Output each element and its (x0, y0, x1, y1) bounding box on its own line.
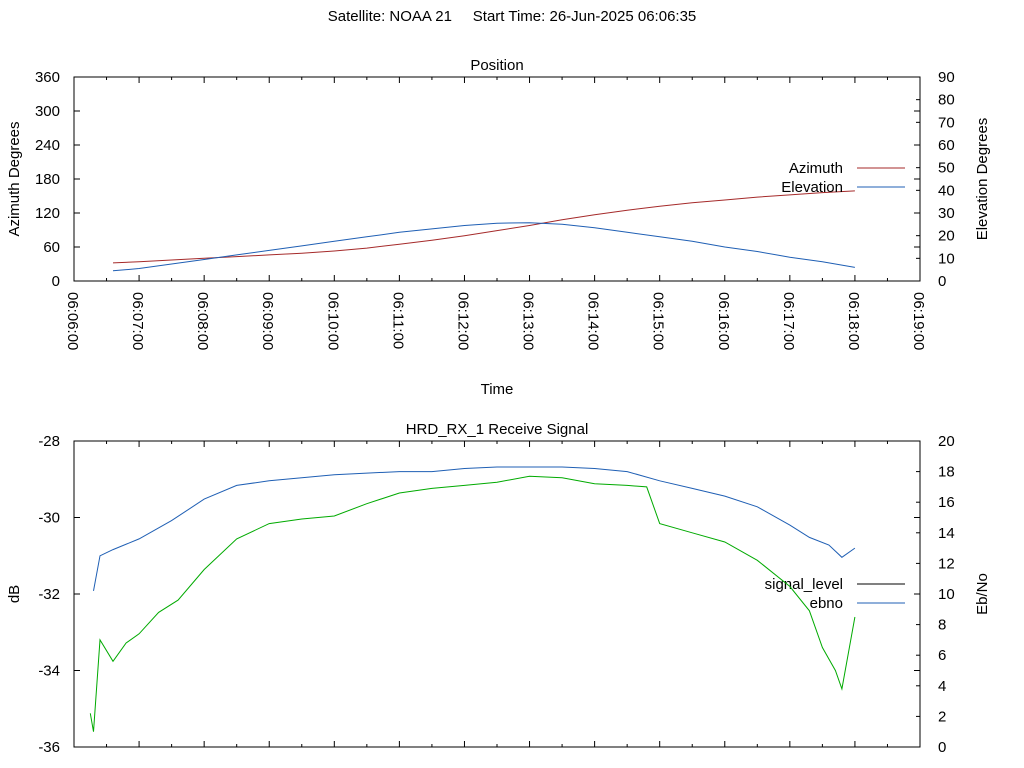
panel2-y2-tick-label: 16 (938, 494, 955, 511)
panel2-y2-tick-label: 12 (938, 555, 955, 572)
panel2-y-tick-label: -34 (38, 663, 60, 680)
panel1-y-tick-label: 240 (35, 137, 60, 154)
panel2-y-tick-label: -28 (38, 433, 60, 450)
panel1-y-tick-label: 180 (35, 171, 60, 188)
panel2-y-axis-label: dB (6, 585, 23, 603)
panel1-y2-tick-label: 80 (938, 92, 955, 109)
panel1-y2-axis-label: Elevation Degrees (974, 118, 991, 241)
panel2-legend-label-signal_level: signal_level (765, 576, 843, 593)
panel1-x-tick-label: 06:16:00 (715, 292, 732, 350)
panel1-y2-tick-label: 90 (938, 69, 955, 86)
panel1-series-Azimuth-line (112, 190, 855, 264)
panel1-y-tick-label: 0 (52, 273, 60, 290)
panel2-y2-tick-label: 2 (938, 708, 946, 725)
panel1-y2-tick-label: 70 (938, 114, 955, 131)
panel1-x-axis-label: Time (481, 381, 514, 398)
panel2-y-tick-label: -36 (38, 739, 60, 756)
panel2-y2-tick-label: 8 (938, 617, 946, 634)
panel1-x-tick-label: 06:19:00 (910, 292, 927, 350)
panel1-x-tick-label: 06:07:00 (129, 292, 146, 350)
panel1-y2-tick-label: 40 (938, 182, 955, 199)
panel1-x-tick-label: 06:09:00 (259, 292, 276, 350)
panel1-y2-tick-label: 10 (938, 250, 955, 267)
panel2-series-ebno-line (93, 466, 856, 591)
panel1-y-axis-label: Azimuth Degrees (6, 121, 23, 236)
panel1-x-tick-label: 06:14:00 (585, 292, 602, 350)
panel2-title: HRD_RX_1 Receive Signal (406, 421, 589, 438)
panel2-y2-tick-label: 4 (938, 678, 946, 695)
panel2-y2-tick-label: 14 (938, 525, 955, 542)
panel2-y-tick-label: -30 (38, 510, 60, 527)
panel1-y2-tick-label: 50 (938, 160, 955, 177)
panel2-series-unnamed-line (89, 475, 856, 732)
panel2-plot-frame (73, 440, 921, 748)
panel1-x-tick-label: 06:08:00 (194, 292, 211, 350)
panel1-series-Elevation-line (112, 222, 855, 272)
panel2-y2-tick-label: 0 (938, 739, 946, 756)
panel1-y2-tick-label: 30 (938, 205, 955, 222)
panel1-y2-tick-label: 60 (938, 137, 955, 154)
panel1-legend-label-Azimuth: Azimuth (789, 160, 843, 177)
panel2-y2-tick-label: 10 (938, 586, 955, 603)
satellite-label: Satellite: NOAA 21 (327, 8, 452, 25)
start-time-label: Start Time: 26-Jun-2025 06:06:35 (472, 8, 697, 25)
panel2-y-tick-label: -32 (38, 586, 60, 603)
panel1-title: Position (470, 57, 523, 74)
panel1-y-tick-label: 300 (35, 103, 60, 120)
panel1-y2-tick-label: 20 (938, 228, 955, 245)
panel1-y2-tick-label: 0 (938, 273, 946, 290)
panel1-y-tick-label: 360 (35, 69, 60, 86)
chart-header: Satellite: NOAA 21 Start Time: 26-Jun-20… (0, 8, 1024, 25)
panel1-legend-label-Elevation: Elevation (781, 179, 843, 196)
panel2-y2-tick-label: 20 (938, 433, 955, 450)
panel2-legend-label-ebno: ebno (810, 595, 843, 612)
panel1-x-tick-label: 06:18:00 (845, 292, 862, 350)
panel2-y2-axis-label: Eb/No (974, 573, 991, 615)
panel1-y-tick-label: 60 (43, 239, 60, 256)
panel2-y2-tick-label: 18 (938, 464, 955, 481)
panel1-x-tick-label: 06:11:00 (389, 292, 406, 349)
panel1-x-tick-label: 06:15:00 (650, 292, 667, 350)
panel1-y-tick-label: 120 (35, 205, 60, 222)
panel1-x-tick-label: 06:13:00 (520, 292, 537, 350)
panel1-x-tick-label: 06:12:00 (454, 292, 471, 350)
panel1-x-tick-label: 06:17:00 (780, 292, 797, 350)
panel1-x-tick-label: 06:06:00 (64, 292, 81, 350)
panel1-x-tick-label: 06:10:00 (324, 292, 341, 350)
panel2-y2-tick-label: 6 (938, 647, 946, 664)
